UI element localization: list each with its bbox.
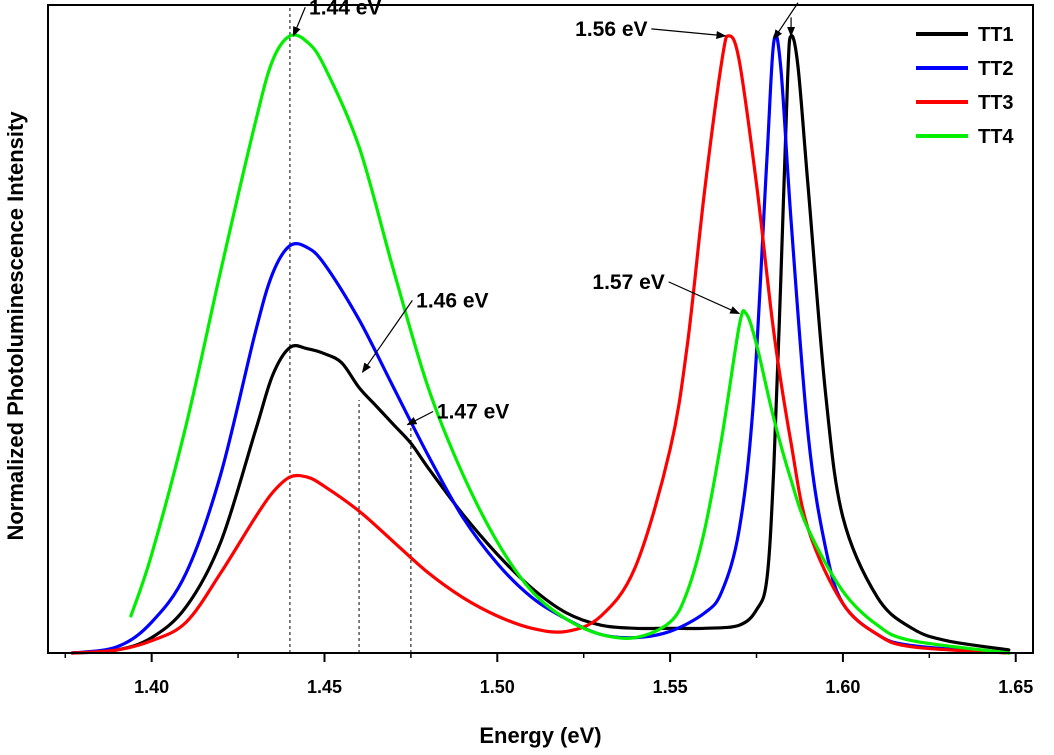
- legend: TT1 TT2 TT3 TT4: [916, 24, 1014, 148]
- x-tick-label: 1.45: [307, 677, 342, 697]
- x-tick-label: 1.40: [134, 677, 169, 697]
- annotation-arrow: [651, 28, 727, 39]
- x-tick-label: 1.50: [480, 677, 515, 697]
- annotations: 1.44 eV 1.46 eV 1.47 eV 1.56 eV 1.57 eV 1.58 …: [292, 0, 834, 426]
- legend-label-tt4: TT4: [978, 126, 1014, 148]
- series-layer: [70, 33, 1011, 655]
- series-line-tt3: [70, 34, 1011, 655]
- annotation-label: 1.56 eV: [575, 18, 647, 41]
- y-axis-title: Normalized Photoluminescence Intensity: [3, 111, 28, 541]
- annotation-label: 1.46 eV: [416, 289, 488, 312]
- annotation-label: 1.57 eV: [592, 271, 664, 294]
- x-tick-label: 1.65: [998, 677, 1033, 697]
- x-tick-label: 1.55: [653, 677, 688, 697]
- annotation-label: 1.58 eV: [762, 0, 834, 1]
- x-axis-title: Energy (eV): [479, 723, 601, 748]
- annotation-label: 1.47 eV: [437, 400, 509, 423]
- x-axis-ticks: 1.40 1.45 1.50 1.55 1.60 1.65: [64, 653, 1033, 697]
- annotation-label: 1.44 eV: [309, 0, 381, 19]
- annotation-arrow: [361, 300, 413, 374]
- legend-label-tt1: TT1: [978, 24, 1014, 46]
- x-tick-label: 1.60: [825, 677, 860, 697]
- legend-label-tt2: TT2: [978, 58, 1014, 80]
- annotation-arrow: [668, 281, 741, 315]
- reference-lines: [289, 5, 412, 653]
- annotation-arrow: [292, 7, 306, 37]
- series-line-tt4: [129, 33, 1011, 655]
- series-line-tt1: [70, 33, 1011, 655]
- annotation-arrow: [773, 2, 799, 40]
- annotation-arrow: [406, 410, 434, 426]
- legend-label-tt3: TT3: [978, 92, 1014, 114]
- plot-frame: [47, 4, 1034, 654]
